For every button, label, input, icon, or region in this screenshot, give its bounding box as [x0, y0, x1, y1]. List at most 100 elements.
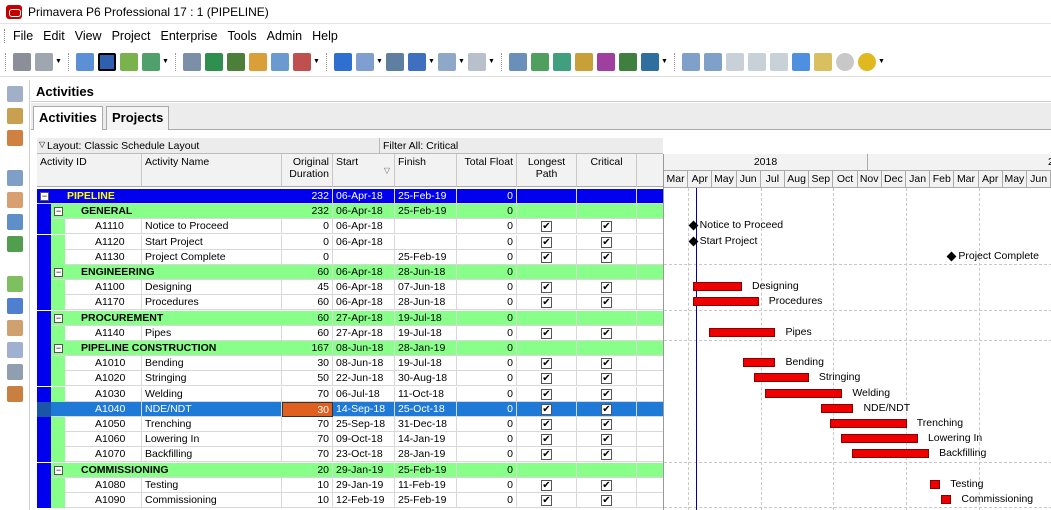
help-icon[interactable] — [836, 52, 854, 71]
table-row[interactable]: A1140 Pipes 60 27-Apr-18 19-Jul-18 0 ✔ ✔ — [37, 325, 663, 341]
critical-checkbox[interactable]: ✔ — [601, 327, 612, 339]
table-row[interactable]: A1070 Backfilling 70 23-Oct-18 28-Jan-19 0 ✔ ✔ — [37, 447, 663, 463]
table-row[interactable]: − PIPELINE CONSTRUCTION 167 08-Jun-18 28-Jan… — [37, 341, 663, 356]
activity-network-icon[interactable] — [142, 52, 160, 71]
zoom-fit-icon[interactable] — [726, 52, 744, 71]
store-period-icon[interactable] — [619, 52, 637, 71]
sidebar-users-icon[interactable] — [7, 320, 23, 336]
group-sort-icon[interactable] — [438, 52, 456, 71]
chevron-down-icon[interactable]: ▼ — [428, 58, 435, 65]
col-activity-name[interactable]: Activity Name — [142, 154, 282, 187]
longest-path-checkbox[interactable]: ✔ — [541, 403, 552, 415]
sidebar-resources-icon[interactable] — [7, 192, 23, 208]
sidebar-risks-icon[interactable] — [7, 298, 23, 314]
network-icon[interactable] — [120, 52, 138, 71]
table-row[interactable]: A1030 Welding 70 06-Jul-18 11-Oct-18 0 ✔ ✔ — [37, 386, 663, 402]
col-longest-path[interactable]: Longest Path — [517, 154, 577, 187]
notes-icon[interactable] — [814, 52, 832, 71]
table-row[interactable]: A1100 Designing 45 06-Apr-18 07-Jun-18 0 ✔ ✔ — [37, 280, 663, 296]
longest-path-checkbox[interactable]: ✔ — [541, 251, 552, 263]
gantt-bar[interactable] — [753, 373, 809, 383]
menu-enterprise[interactable]: Enterprise — [160, 28, 218, 43]
longest-path-checkbox[interactable]: ✔ — [541, 297, 552, 309]
col-finish[interactable]: Finish — [395, 154, 457, 187]
table-view-icon[interactable] — [509, 52, 527, 71]
table-row[interactable]: − COMMISSIONING 20 29-Jan-19 25-Feb-19 0 — [37, 462, 663, 478]
menu-view[interactable]: View — [74, 28, 102, 43]
sidebar-wbs-icon[interactable] — [7, 130, 23, 146]
chevron-down-icon[interactable]: ▼ — [488, 58, 495, 65]
table-row[interactable]: A1120 Start Project 0 06-Apr-18 0 ✔ ✔ — [37, 234, 663, 250]
layout-label[interactable]: Layout: Classic Schedule Layout — [47, 140, 200, 152]
chevron-down-icon[interactable]: ▼ — [313, 58, 320, 65]
table-row[interactable]: A1050 Trenching 70 25-Sep-18 31-Dec-18 0 ✔ ✔ — [37, 417, 663, 432]
collapse-icon[interactable] — [770, 52, 788, 71]
critical-checkbox[interactable]: ✔ — [601, 403, 612, 415]
longest-path-checkbox[interactable]: ✔ — [541, 495, 552, 506]
zoom-out-icon[interactable] — [704, 52, 722, 71]
gantt-bar[interactable] — [820, 403, 854, 413]
longest-path-checkbox[interactable]: ✔ — [541, 449, 552, 461]
trace-logic-icon[interactable] — [293, 52, 311, 71]
filter-icon[interactable] — [408, 52, 426, 71]
critical-checkbox[interactable]: ✔ — [601, 495, 612, 506]
tab-activities[interactable]: Activities — [33, 106, 103, 130]
chevron-down-icon[interactable]: ▼ — [162, 58, 169, 65]
sidebar-calculator-icon[interactable] — [7, 364, 23, 380]
layout-chevron-down-icon[interactable]: ▽ — [39, 140, 46, 149]
critical-checkbox[interactable]: ✔ — [601, 251, 612, 263]
gantt-bar[interactable] — [709, 327, 776, 337]
table-row[interactable]: − ENGINEERING 60 06-Apr-18 28-Jun-18 0 — [37, 265, 663, 280]
level-icon[interactable] — [553, 52, 571, 71]
critical-checkbox[interactable]: ✔ — [601, 449, 612, 461]
critical-checkbox[interactable]: ✔ — [601, 282, 612, 294]
schedule-icon[interactable] — [531, 52, 549, 71]
longest-path-checkbox[interactable]: ✔ — [541, 282, 552, 294]
progress-icon[interactable] — [597, 52, 615, 71]
menu-tools[interactable]: Tools — [227, 28, 257, 43]
critical-checkbox[interactable]: ✔ — [601, 297, 612, 309]
col-start[interactable]: Start ▽ — [333, 154, 395, 187]
chevron-down-icon[interactable]: ▼ — [376, 58, 383, 65]
critical-checkbox[interactable]: ✔ — [601, 434, 612, 446]
table-row[interactable]: A1010 Bending 30 08-Jun-18 19-Jul-18 0 ✔ ✔ — [37, 356, 663, 372]
print-preview-icon[interactable] — [35, 52, 53, 71]
sidebar-thresholds-icon[interactable] — [7, 386, 23, 402]
gantt-icon[interactable] — [98, 52, 116, 71]
sidebar-eps-icon[interactable] — [7, 108, 23, 124]
sidebar-documents-icon[interactable] — [7, 342, 23, 358]
table-row[interactable]: A1080 Testing 10 29-Jan-19 11-Feb-19 0 ✔ ✔ — [37, 477, 663, 493]
bars-icon[interactable] — [334, 52, 352, 71]
chevron-down-icon[interactable]: ▼ — [55, 58, 62, 65]
table-row[interactable]: A1130 Project Complete 0 25-Feb-19 0 ✔ ✔ — [37, 249, 663, 265]
col-critical[interactable]: Critical — [577, 154, 637, 187]
print-icon[interactable] — [13, 52, 31, 71]
layout-icon[interactable] — [386, 52, 404, 71]
critical-checkbox[interactable]: ✔ — [601, 388, 612, 400]
gantt-bar[interactable] — [829, 419, 907, 428]
critical-checkbox[interactable]: ✔ — [601, 479, 612, 491]
col-total-float[interactable]: Total Float — [457, 154, 517, 187]
table-row[interactable]: A1170 Procedures 60 06-Apr-18 28-Jun-18 0 ✔ ✔ — [37, 295, 663, 311]
collapse-icon[interactable]: − — [54, 312, 63, 323]
filter-label[interactable]: Filter All: Critical — [379, 138, 458, 154]
gantt-bar[interactable] — [851, 449, 930, 459]
zoom-in-icon[interactable] — [682, 52, 700, 71]
resource-icon[interactable] — [249, 52, 267, 71]
longest-path-checkbox[interactable]: ✔ — [541, 373, 552, 385]
chevron-down-icon[interactable]: ▼ — [458, 58, 465, 65]
longest-path-checkbox[interactable]: ✔ — [541, 358, 552, 370]
hash-icon[interactable] — [468, 52, 486, 71]
critical-checkbox[interactable]: ✔ — [601, 373, 612, 385]
assistant-icon[interactable] — [858, 52, 876, 71]
table-row[interactable]: A1110 Notice to Proceed 0 06-Apr-18 0 ✔ ✔ — [37, 219, 663, 235]
collapse-icon[interactable]: − — [54, 267, 63, 277]
table-icon[interactable] — [76, 52, 94, 71]
col-original-duration[interactable]: Original Duration — [282, 154, 333, 187]
expand-icon[interactable] — [748, 52, 766, 71]
critical-checkbox[interactable]: ✔ — [601, 358, 612, 370]
recalc-icon[interactable] — [641, 52, 659, 71]
longest-path-checkbox[interactable]: ✔ — [541, 419, 552, 430]
longest-path-checkbox[interactable]: ✔ — [541, 388, 552, 400]
menu-edit[interactable]: Edit — [43, 28, 65, 43]
